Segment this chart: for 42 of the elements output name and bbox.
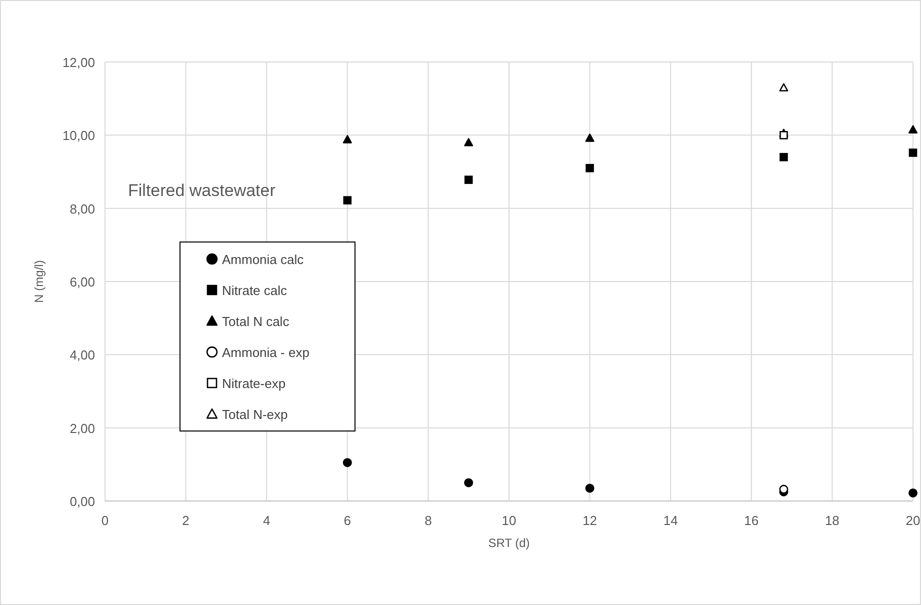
x-tick-label: 12 bbox=[582, 513, 598, 528]
legend-label: Nitrate-exp bbox=[222, 376, 286, 391]
x-tick-label: 14 bbox=[663, 513, 678, 528]
point bbox=[342, 458, 352, 468]
y-tick-label: 4,00 bbox=[70, 348, 95, 363]
y-tick-label: 8,00 bbox=[70, 201, 95, 216]
annotation: Filtered wastewater bbox=[128, 181, 276, 200]
y-tick-label: 10,00 bbox=[62, 128, 95, 144]
point bbox=[464, 176, 473, 184]
point bbox=[343, 196, 352, 204]
y-axis-title: N (mg/l) bbox=[32, 260, 46, 303]
point bbox=[464, 478, 474, 488]
point bbox=[908, 488, 918, 498]
legend-label: Total N-exp bbox=[222, 407, 288, 422]
x-tick-label: 18 bbox=[824, 513, 840, 528]
y-tick-label: 0,00 bbox=[70, 494, 95, 509]
point bbox=[585, 134, 594, 142]
point bbox=[464, 138, 474, 146]
point bbox=[779, 83, 788, 92]
x-tick-label: 20 bbox=[906, 513, 920, 528]
x-tick-label: 10 bbox=[502, 513, 516, 528]
x-tick-label: 6 bbox=[344, 513, 352, 528]
x-tick-label: 16 bbox=[744, 513, 759, 528]
point bbox=[908, 148, 918, 157]
legend-label: Total N calc bbox=[222, 314, 290, 329]
x-tick-label: 0 bbox=[101, 513, 109, 528]
x-tick-label: 4 bbox=[262, 513, 270, 528]
x-tick-label: 2 bbox=[182, 513, 190, 528]
y-tick-label: 12,00 bbox=[62, 55, 95, 70]
legend-label: Nitrate calc bbox=[222, 283, 288, 298]
point bbox=[908, 125, 918, 134]
x-tick-label: 8 bbox=[424, 513, 432, 528]
y-tick-label: 6,00 bbox=[70, 274, 95, 290]
legend-label: Ammonia - exp bbox=[222, 345, 310, 360]
point bbox=[585, 484, 594, 493]
point bbox=[586, 164, 594, 172]
legend-label: Ammonia calc bbox=[222, 252, 304, 267]
point bbox=[780, 131, 788, 140]
y-tick-label: 2,00 bbox=[70, 420, 95, 436]
point bbox=[780, 152, 788, 162]
x-axis-title: SRT (d) bbox=[488, 536, 530, 550]
point bbox=[342, 135, 352, 144]
